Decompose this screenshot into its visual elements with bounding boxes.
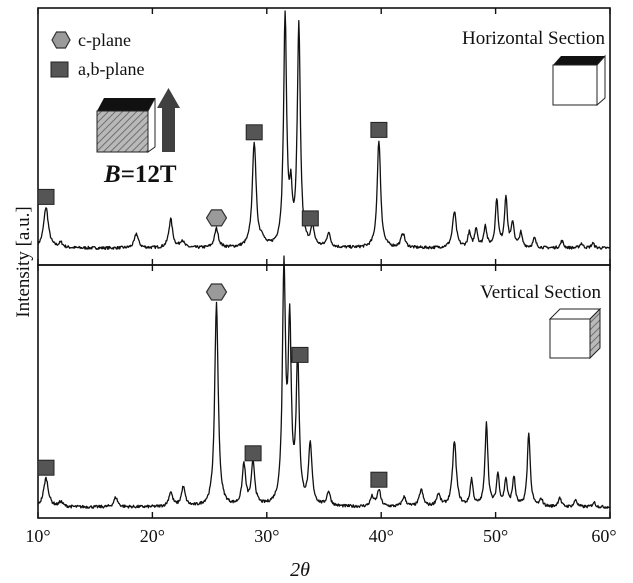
ab-plane-peak-marker: [370, 121, 388, 138]
ab-plane-peak-marker: [37, 188, 55, 205]
x-tick-label: 20°: [140, 526, 165, 546]
bottom-panel-frame: [37, 264, 611, 519]
x-axis-title: 2θ: [290, 559, 310, 581]
legend: c-plane a,b-plane: [50, 30, 144, 79]
ab-plane-legend-label: a,b-plane: [78, 59, 144, 79]
c-plane-legend-marker: [51, 31, 71, 49]
ab-plane-peak-marker: [244, 445, 262, 462]
x-tick-label: 60°: [591, 526, 616, 546]
vertical-section-spectrum: [37, 255, 611, 509]
x-tick-label: 30°: [254, 526, 279, 546]
ab-plane-peak-marker: [245, 124, 263, 141]
sample-cube-horizontal-icon: [96, 97, 156, 153]
field-arrow-icon: [157, 88, 180, 152]
ab-plane-peak-marker: [370, 471, 388, 488]
ab-plane-legend-marker: [50, 61, 69, 78]
horizontal-section-spectrum: [37, 10, 611, 250]
ab-plane-peak-marker: [37, 459, 55, 476]
vertical-section-label: Vertical Section: [480, 282, 601, 303]
cube-hatched-side-icon: [548, 307, 602, 360]
x-axis-ticks: 10° 20° 30° 40° 50° 60°: [25, 8, 617, 546]
x-tick-label: 10°: [25, 526, 50, 546]
x-tick-label: 50°: [483, 526, 508, 546]
ab-plane-peak-marker: [301, 210, 319, 227]
field-label: B=12T: [103, 161, 177, 188]
peak-markers: [37, 121, 388, 488]
c-plane-peak-marker: [205, 283, 228, 301]
x-tick-label: 40°: [369, 526, 394, 546]
c-plane-legend-label: c-plane: [78, 30, 131, 50]
ab-plane-peak-marker: [291, 346, 309, 363]
y-axis-title: Intensity [a.u.]: [13, 206, 34, 317]
c-plane-peak-marker: [205, 209, 228, 227]
cube-black-top-icon: [552, 54, 606, 107]
horizontal-section-label: Horizontal Section: [462, 28, 605, 49]
